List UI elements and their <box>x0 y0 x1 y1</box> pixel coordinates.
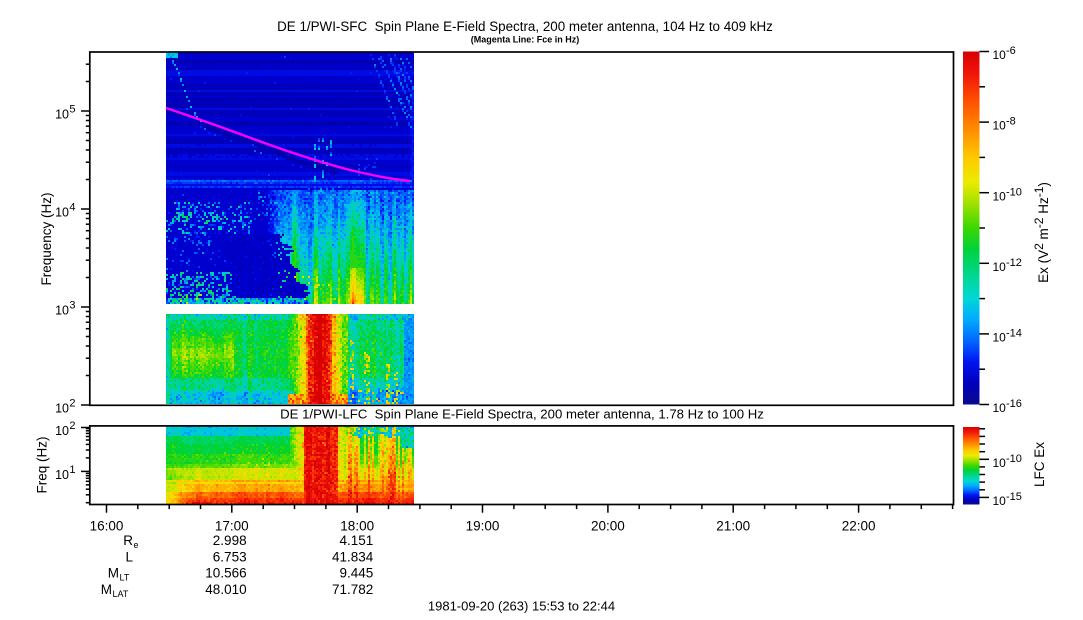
svg-text:3: 3 <box>69 299 75 311</box>
svg-text:10: 10 <box>993 260 1007 274</box>
svg-text:22:00: 22:00 <box>842 519 876 534</box>
svg-text:e: e <box>134 540 139 550</box>
svg-text:Freq (Hz): Freq (Hz) <box>35 437 50 494</box>
svg-text:9.445: 9.445 <box>340 566 374 581</box>
svg-text:10: 10 <box>55 468 69 482</box>
svg-text:LT: LT <box>120 573 130 583</box>
svg-text:-12: -12 <box>1006 257 1022 269</box>
svg-text:M: M <box>101 582 112 597</box>
svg-text:10: 10 <box>55 205 69 219</box>
svg-text:10: 10 <box>993 401 1007 415</box>
svg-text:Frequency (Hz): Frequency (Hz) <box>39 192 54 285</box>
svg-text:LAT: LAT <box>113 589 129 599</box>
svg-text:DE 1/PWI-LFC Spin Plane E-Fie: DE 1/PWI-LFC Spin Plane E-Field Spectra,… <box>280 407 764 422</box>
svg-text:R: R <box>123 533 133 548</box>
svg-text:4.151: 4.151 <box>340 533 374 548</box>
svg-text:48.010: 48.010 <box>205 582 246 597</box>
svg-text:10.566: 10.566 <box>205 566 246 581</box>
svg-text:17:00: 17:00 <box>215 519 249 534</box>
svg-text:M: M <box>108 566 119 581</box>
svg-text:DE 1/PWI-SFC Spin Plane E-Fie: DE 1/PWI-SFC Spin Plane E-Field Spectra,… <box>277 19 773 34</box>
svg-text:-15: -15 <box>1006 491 1022 503</box>
svg-text:10: 10 <box>993 48 1007 62</box>
svg-text:19:00: 19:00 <box>466 519 500 534</box>
svg-text:-14: -14 <box>1006 328 1022 340</box>
svg-text:1: 1 <box>69 464 75 476</box>
svg-text:16:00: 16:00 <box>90 519 124 534</box>
svg-text:10: 10 <box>993 331 1007 345</box>
svg-text:71.782: 71.782 <box>332 582 373 597</box>
svg-text:10: 10 <box>55 401 69 415</box>
svg-text:Ex (V2 m-2 Hz-1): Ex (V2 m-2 Hz-1) <box>1032 182 1051 283</box>
svg-text:21:00: 21:00 <box>716 519 750 534</box>
svg-text:5: 5 <box>69 103 75 115</box>
svg-text:2.998: 2.998 <box>213 533 247 548</box>
svg-text:4: 4 <box>69 201 75 213</box>
svg-text:10: 10 <box>55 303 69 317</box>
svg-text:LFC Ex: LFC Ex <box>1032 442 1047 487</box>
svg-text:10: 10 <box>993 119 1007 133</box>
svg-text:20:00: 20:00 <box>591 519 625 534</box>
svg-text:6.753: 6.753 <box>213 549 247 564</box>
svg-text:18:00: 18:00 <box>340 519 374 534</box>
svg-text:10: 10 <box>993 456 1007 470</box>
svg-text:10: 10 <box>55 107 69 121</box>
svg-text:-6: -6 <box>1006 45 1016 57</box>
svg-text:10: 10 <box>993 189 1007 203</box>
svg-text:-10: -10 <box>1006 186 1022 198</box>
svg-text:-8: -8 <box>1006 116 1016 128</box>
svg-text:L: L <box>125 549 133 564</box>
svg-text:(Magenta Line: Fce in Hz): (Magenta Line: Fce in Hz) <box>471 35 580 45</box>
svg-text:-10: -10 <box>1006 453 1022 465</box>
svg-text:10: 10 <box>55 424 69 438</box>
svg-text:41.834: 41.834 <box>332 549 374 564</box>
svg-text:2: 2 <box>69 397 75 409</box>
svg-text:10: 10 <box>993 494 1007 508</box>
svg-text:2: 2 <box>69 420 75 432</box>
svg-text:1981-09-20 (263) 15:53 to 22:4: 1981-09-20 (263) 15:53 to 22:44 <box>428 599 615 614</box>
svg-text:-16: -16 <box>1006 398 1022 410</box>
